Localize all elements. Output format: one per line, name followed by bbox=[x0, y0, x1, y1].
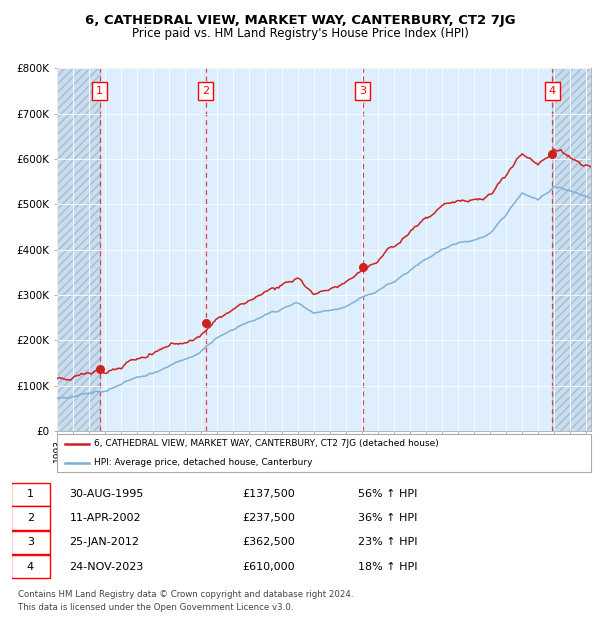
Bar bbox=[57, 68, 100, 431]
Text: This data is licensed under the Open Government Licence v3.0.: This data is licensed under the Open Gov… bbox=[18, 603, 293, 612]
FancyBboxPatch shape bbox=[11, 531, 50, 554]
Text: 36% ↑ HPI: 36% ↑ HPI bbox=[358, 513, 417, 523]
Text: 18% ↑ HPI: 18% ↑ HPI bbox=[358, 562, 417, 572]
Text: 6, CATHEDRAL VIEW, MARKET WAY, CANTERBURY, CT2 7JG: 6, CATHEDRAL VIEW, MARKET WAY, CANTERBUR… bbox=[85, 14, 515, 27]
Text: £237,500: £237,500 bbox=[242, 513, 295, 523]
Text: 3: 3 bbox=[27, 538, 34, 547]
Text: Contains HM Land Registry data © Crown copyright and database right 2024.: Contains HM Land Registry data © Crown c… bbox=[18, 590, 353, 600]
Text: 24-NOV-2023: 24-NOV-2023 bbox=[70, 562, 144, 572]
Text: Price paid vs. HM Land Registry's House Price Index (HPI): Price paid vs. HM Land Registry's House … bbox=[131, 27, 469, 40]
FancyBboxPatch shape bbox=[11, 483, 50, 506]
FancyBboxPatch shape bbox=[11, 555, 50, 578]
Text: £362,500: £362,500 bbox=[242, 538, 295, 547]
Text: 25-JAN-2012: 25-JAN-2012 bbox=[70, 538, 140, 547]
Text: 1: 1 bbox=[96, 86, 103, 96]
Text: 23% ↑ HPI: 23% ↑ HPI bbox=[358, 538, 417, 547]
Text: £137,500: £137,500 bbox=[242, 489, 295, 499]
Text: 2: 2 bbox=[202, 86, 209, 96]
FancyBboxPatch shape bbox=[11, 507, 50, 529]
FancyBboxPatch shape bbox=[57, 434, 591, 472]
Text: 2: 2 bbox=[27, 513, 34, 523]
Text: 1: 1 bbox=[27, 489, 34, 499]
Text: 11-APR-2002: 11-APR-2002 bbox=[70, 513, 141, 523]
Text: £610,000: £610,000 bbox=[242, 562, 295, 572]
Text: 56% ↑ HPI: 56% ↑ HPI bbox=[358, 489, 417, 499]
Text: HPI: Average price, detached house, Canterbury: HPI: Average price, detached house, Cant… bbox=[94, 458, 313, 467]
Text: 30-AUG-1995: 30-AUG-1995 bbox=[70, 489, 144, 499]
Text: 6, CATHEDRAL VIEW, MARKET WAY, CANTERBURY, CT2 7JG (detached house): 6, CATHEDRAL VIEW, MARKET WAY, CANTERBUR… bbox=[94, 439, 439, 448]
Text: 4: 4 bbox=[27, 562, 34, 572]
Text: 3: 3 bbox=[359, 86, 366, 96]
Bar bbox=[553, 68, 591, 431]
Text: 4: 4 bbox=[549, 86, 556, 96]
